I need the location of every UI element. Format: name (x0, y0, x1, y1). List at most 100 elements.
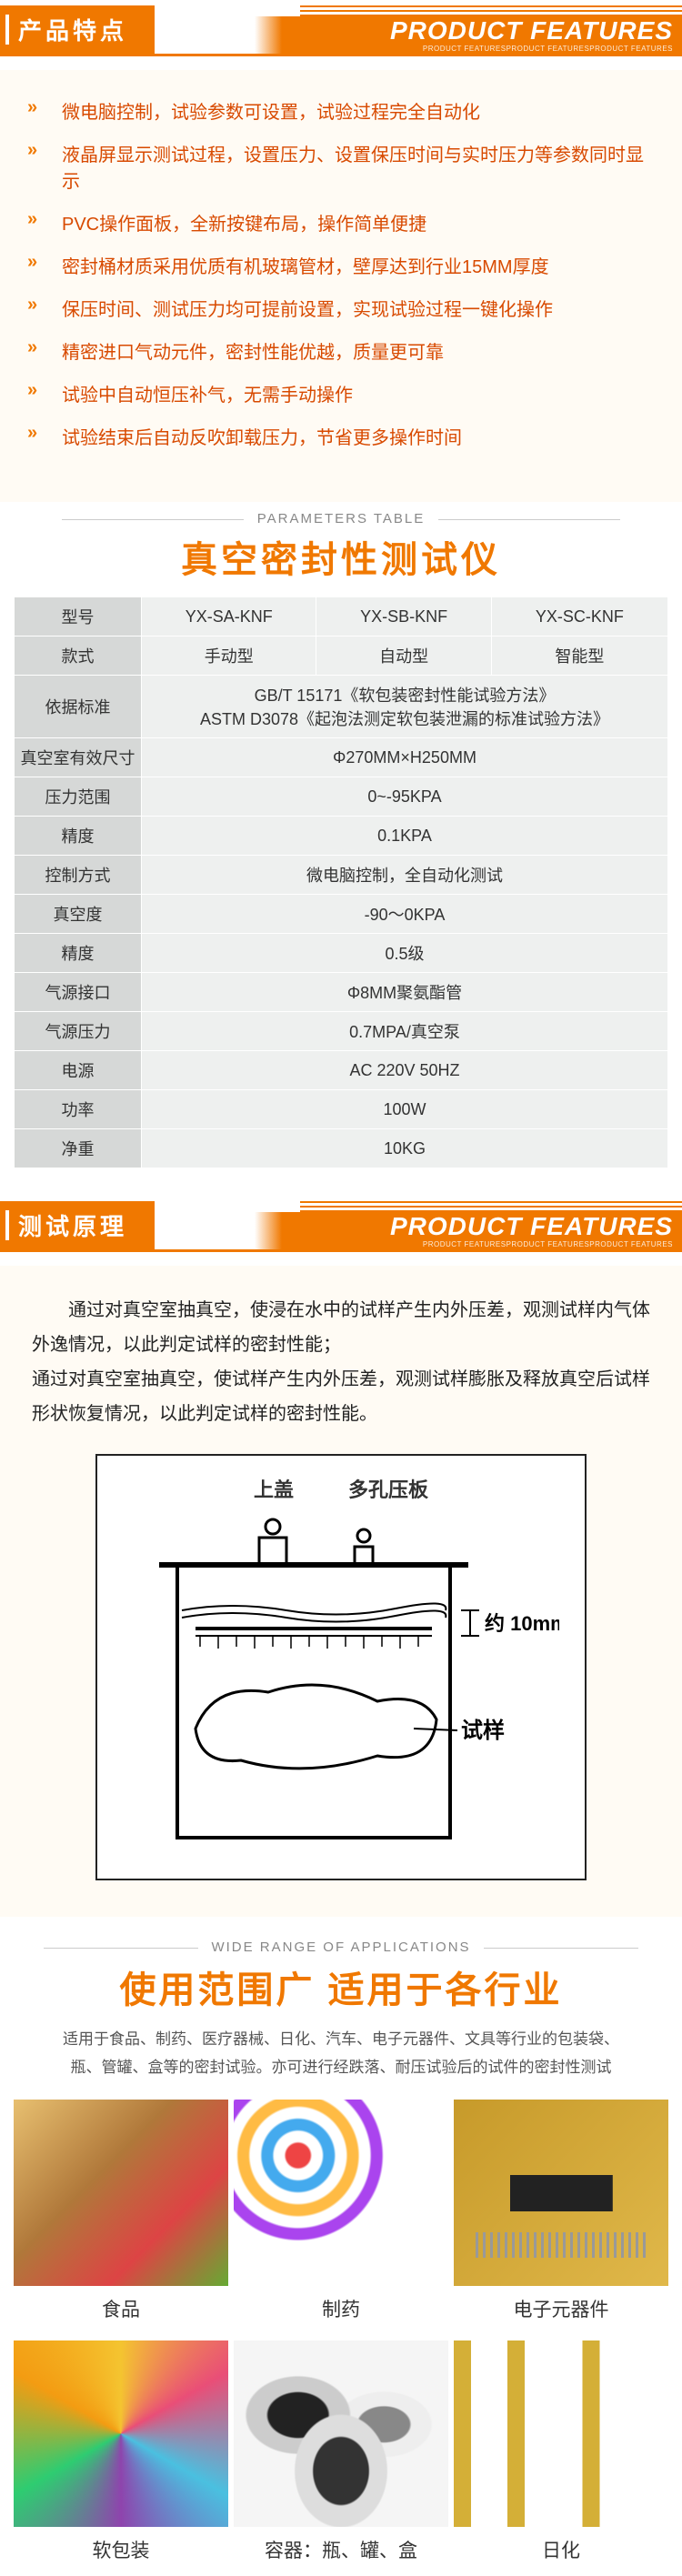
table-row-label: 净重 (15, 1129, 142, 1168)
table-row-value: Φ8MM聚氨酯管 (142, 973, 668, 1012)
application-label: 容器：瓶、罐、盒 (234, 2527, 448, 2576)
applications-description: 适用于食品、制药、医疗器械、日化、汽车、电子元器件、文具等行业的包装袋、瓶、管罐… (14, 2026, 668, 2100)
features-list: »微电脑控制，试验参数可设置，试验过程完全自动化»液晶屏显示测试过程，设置压力、… (0, 70, 682, 502)
feature-item: »精密进口气动元件，密封性能优越，质量更可靠 (27, 337, 655, 364)
feature-item: »液晶屏显示测试过程，设置压力、设置保压时间与实时压力等参数同时显示 (27, 140, 655, 193)
table-row-label: 依据标准 (15, 676, 142, 738)
parameters-title: 真空密封性测试仪 (14, 530, 668, 583)
application-label: 制药 (234, 2286, 448, 2335)
table-row-label: 精度 (15, 817, 142, 856)
table-model-cell: YX-SC-KNF (491, 597, 667, 636)
table-row-label: 压力范围 (15, 777, 142, 817)
application-label: 日化 (454, 2527, 668, 2576)
application-item: 电子元器件 (454, 2100, 668, 2335)
applications-grid: 食品制药电子元器件软包装容器：瓶、罐、盒日化 (14, 2100, 668, 2576)
table-row-label: 控制方式 (15, 856, 142, 895)
diagram-label-lid: 上盖 (254, 1474, 294, 1503)
section-title-en: PRODUCT FEATURES (282, 1214, 673, 1239)
chevron-icon: » (27, 337, 62, 358)
table-row-value: 微电脑控制，全自动化测试 (142, 856, 668, 895)
application-image (454, 2100, 668, 2286)
principle-paragraph-2: 通过对真空室抽真空，使试样产生内外压差，观测试样膨胀及释放真空后试样形状恢复情况… (32, 1362, 650, 1431)
feature-text: PVC操作面板，全新按键布局，操作简单便捷 (62, 209, 426, 236)
table-row-value: GB/T 15171《软包装密封性能试验方法》ASTM D3078《起泡法测定软… (142, 676, 668, 738)
feature-text: 试验中自动恒压补气，无需手动操作 (62, 380, 353, 406)
application-item: 日化 (454, 2340, 668, 2576)
feature-text: 微电脑控制，试验参数可设置，试验过程完全自动化 (62, 97, 480, 124)
table-row-label: 气源压力 (15, 1012, 142, 1051)
table-row-label: 气源接口 (15, 973, 142, 1012)
feature-item: »试验中自动恒压补气，无需手动操作 (27, 380, 655, 406)
application-item: 制药 (234, 2100, 448, 2335)
table-style-cell: 手动型 (142, 636, 316, 676)
table-row-value: AC 220V 50HZ (142, 1051, 668, 1090)
chevron-icon: » (27, 252, 62, 273)
table-row-value: 100W (142, 1090, 668, 1129)
feature-item: »微电脑控制，试验参数可设置，试验过程完全自动化 (27, 97, 655, 124)
chevron-icon: » (27, 380, 62, 401)
feature-text: 密封桶材质采用优质有机玻璃管材，壁厚达到行业15MM厚度 (62, 252, 549, 278)
table-row-value: 0~-95KPA (142, 777, 668, 817)
feature-text: 精密进口气动元件，密封性能优越，质量更可靠 (62, 337, 444, 364)
parameters-table: 型号YX-SA-KNFYX-SB-KNFYX-SC-KNF款式手动型自动型智能型… (14, 596, 668, 1168)
section-title-cn: 产品特点 (0, 5, 155, 54)
applications-block: WIDE RANGE OF APPLICATIONS 使用范围广 适用于各行业 … (0, 1917, 682, 2576)
table-header-label: 型号 (15, 597, 142, 636)
table-style-cell: 智能型 (491, 636, 667, 676)
section-title-en: PRODUCT FEATURES (282, 18, 673, 44)
table-row-value: 0.7MPA/真空泵 (142, 1012, 668, 1051)
principle-body: 通过对真空室抽真空，使浸在水中的试样产生内外压差，观测试样内气体外逸情况，以此判… (0, 1266, 682, 1917)
parameters-subtitle: PARAMETERS TABLE (14, 511, 668, 526)
application-image (234, 2340, 448, 2527)
applications-title: 使用范围广 适用于各行业 (14, 1960, 668, 2013)
principle-diagram: 上盖 多孔压板 (95, 1454, 587, 1880)
diagram-sample-text: 试样 (461, 1718, 505, 1743)
section-subtitle-en: PRODUCT FEATURESPRODUCT FEATURESPRODUCT … (282, 44, 673, 54)
diagram-svg: 约 10mm 试样 (123, 1510, 559, 1856)
table-row-label: 电源 (15, 1051, 142, 1090)
application-item: 软包装 (14, 2340, 228, 2576)
feature-text: 液晶屏显示测试过程，设置压力、设置保压时间与实时压力等参数同时显示 (62, 140, 655, 193)
application-image (234, 2100, 448, 2286)
table-row-label: 精度 (15, 934, 142, 973)
application-label: 电子元器件 (454, 2286, 668, 2335)
diagram-label-plate: 多孔压板 (348, 1474, 428, 1503)
chevron-icon: » (27, 97, 62, 118)
application-label: 食品 (14, 2286, 228, 2335)
table-row-value: 0.1KPA (142, 817, 668, 856)
application-image (14, 2100, 228, 2286)
chevron-icon: » (27, 140, 62, 161)
section-title-en-wrap: PRODUCT FEATURES PRODUCT FEATURESPRODUCT… (282, 16, 682, 54)
principle-paragraph-1: 通过对真空室抽真空，使浸在水中的试样产生内外压差，观测试样内气体外逸情况，以此判… (32, 1293, 650, 1362)
table-row-label: 真空度 (15, 895, 142, 934)
application-label: 软包装 (14, 2527, 228, 2576)
feature-item: »密封桶材质采用优质有机玻璃管材，壁厚达到行业15MM厚度 (27, 252, 655, 278)
section-header-principle: 测试原理 PRODUCT FEATURES PRODUCT FEATURESPR… (0, 1196, 682, 1252)
chevron-icon: » (27, 423, 62, 444)
table-row-label: 功率 (15, 1090, 142, 1129)
section-title-en-wrap: PRODUCT FEATURES PRODUCT FEATURESPRODUCT… (282, 1212, 682, 1249)
table-row-value: 10KG (142, 1129, 668, 1168)
feature-item: »保压时间、测试压力均可提前设置，实现试验过程一键化操作 (27, 295, 655, 321)
application-image (454, 2340, 668, 2527)
section-header-features: 产品特点 PRODUCT FEATURES PRODUCT FEATURESPR… (0, 0, 682, 56)
diagram-depth-text: 约 10mm (485, 1612, 559, 1635)
table-style-label: 款式 (15, 636, 142, 676)
chevron-icon: » (27, 295, 62, 316)
section-subtitle-en: PRODUCT FEATURESPRODUCT FEATURESPRODUCT … (282, 1239, 673, 1249)
application-item: 食品 (14, 2100, 228, 2335)
feature-item: »试验结束后自动反吹卸载压力，节省更多操作时间 (27, 423, 655, 449)
feature-text: 保压时间、测试压力均可提前设置，实现试验过程一键化操作 (62, 295, 553, 321)
table-row-value: -90～0KPA (142, 895, 668, 934)
application-item: 容器：瓶、罐、盒 (234, 2340, 448, 2576)
table-row-value: 0.5级 (142, 934, 668, 973)
chevron-icon: » (27, 209, 62, 230)
table-model-cell: YX-SA-KNF (142, 597, 316, 636)
section-title-cn: 测试原理 (0, 1201, 155, 1249)
table-style-cell: 自动型 (316, 636, 491, 676)
parameters-block: PARAMETERS TABLE 真空密封性测试仪 型号YX-SA-KNF YX-… (0, 502, 682, 1196)
feature-text: 试验结束后自动反吹卸载压力，节省更多操作时间 (62, 423, 462, 449)
table-row-label: 真空室有效尺寸 (15, 738, 142, 777)
application-image (14, 2340, 228, 2527)
feature-item: »PVC操作面板，全新按键布局，操作简单便捷 (27, 209, 655, 236)
